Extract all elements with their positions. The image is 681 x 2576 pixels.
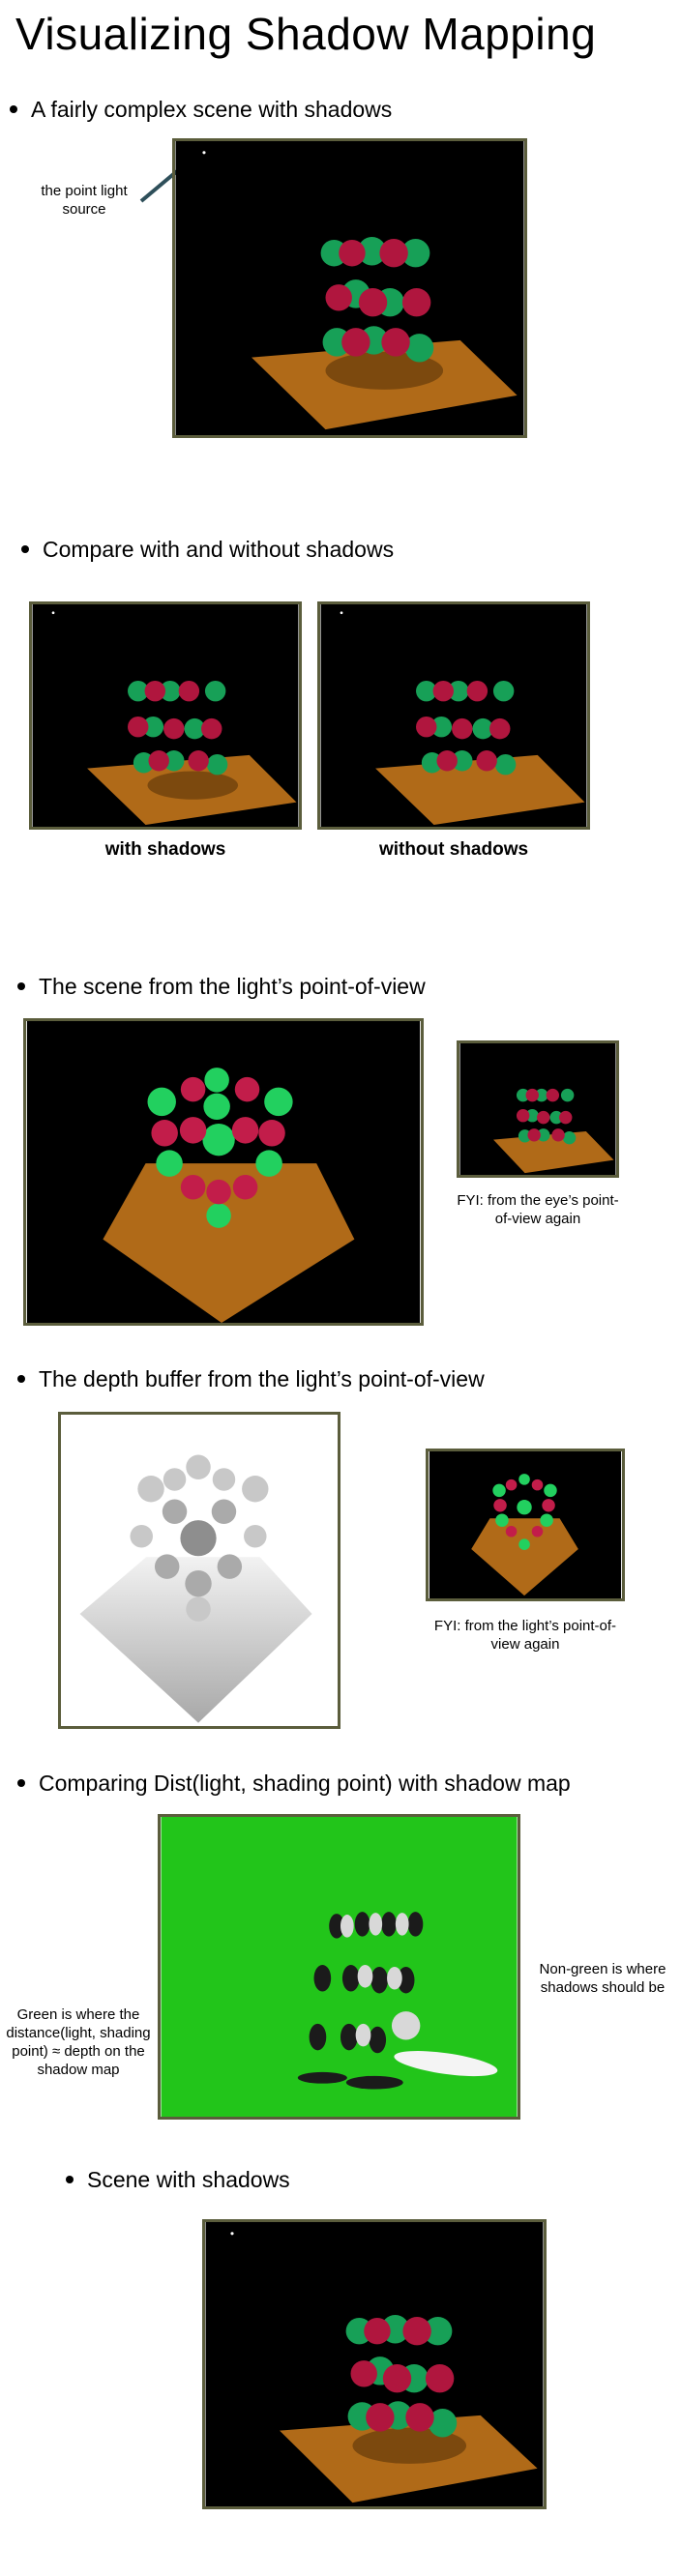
bullet-complex-scene: A fairly complex scene with shadows (10, 97, 392, 123)
page-title: Visualizing Shadow Mapping (15, 9, 597, 59)
caption-without-shadows: without shadows (378, 839, 529, 860)
bullet-text: The scene from the light’s point-of-view (39, 974, 426, 999)
bullet-text: Compare with and without shadows (43, 537, 395, 562)
non-green-note: Non-green is where shadows should be (539, 1961, 666, 1996)
eye-pov-thumbnail (457, 1040, 619, 1178)
scene-render (175, 141, 524, 435)
bullet-dot (66, 2175, 74, 2183)
light-pov-image (23, 1018, 424, 1326)
light-pov-thumbnail (426, 1449, 625, 1601)
fyi-eye-pov: FYI: from the eye’s point-of-view again (457, 1192, 619, 1227)
bullet-dot (17, 1778, 25, 1787)
scene-render (32, 604, 299, 827)
scene-render (320, 604, 587, 827)
bullet-dot (17, 1374, 25, 1383)
depth-render (61, 1415, 338, 1726)
caption-with-shadows: with shadows (104, 839, 226, 860)
bullet-comparing-dist: Comparing Dist(light, shading point) wit… (17, 1771, 571, 1797)
scene-render (429, 1451, 622, 1598)
bullet-depth-buffer: The depth buffer from the light’s point-… (17, 1366, 485, 1392)
bullet-text: A fairly complex scene with shadows (31, 97, 393, 122)
bullet-text: Scene with shadows (87, 2167, 290, 2192)
bullet-compare: Compare with and without shadows (21, 537, 394, 563)
bullet-text: The depth buffer from the light’s point-… (39, 1366, 485, 1391)
comparison-render (161, 1817, 518, 2117)
scene-render (26, 1021, 421, 1323)
light-source-label: the point light source (41, 183, 128, 218)
bullet-light-pov: The scene from the light’s point-of-view (17, 974, 426, 1000)
bullet-scene-with-shadows: Scene with shadows (66, 2167, 290, 2193)
with-shadows-image (29, 601, 302, 830)
depth-buffer-image (58, 1412, 340, 1729)
fyi-light-pov: FYI: from the light’s point-of-view agai… (433, 1618, 617, 1653)
green-note: Green is where the distance(light, shadi… (6, 2006, 151, 2078)
scene-render (205, 2222, 544, 2506)
without-shadows-image (317, 601, 590, 830)
bullet-text: Comparing Dist(light, shading point) wit… (39, 1771, 571, 1796)
bullet-dot (17, 981, 25, 990)
shadow-comparison-image (158, 1814, 520, 2120)
scene-with-shadows-final-image (202, 2219, 547, 2509)
scene-render (459, 1043, 616, 1175)
scene-with-shadows-image (172, 138, 527, 438)
bullet-dot (10, 104, 17, 113)
bullet-dot (21, 544, 29, 553)
